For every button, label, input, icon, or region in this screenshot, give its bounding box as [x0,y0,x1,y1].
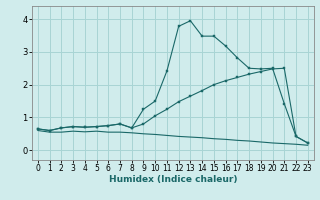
X-axis label: Humidex (Indice chaleur): Humidex (Indice chaleur) [108,175,237,184]
